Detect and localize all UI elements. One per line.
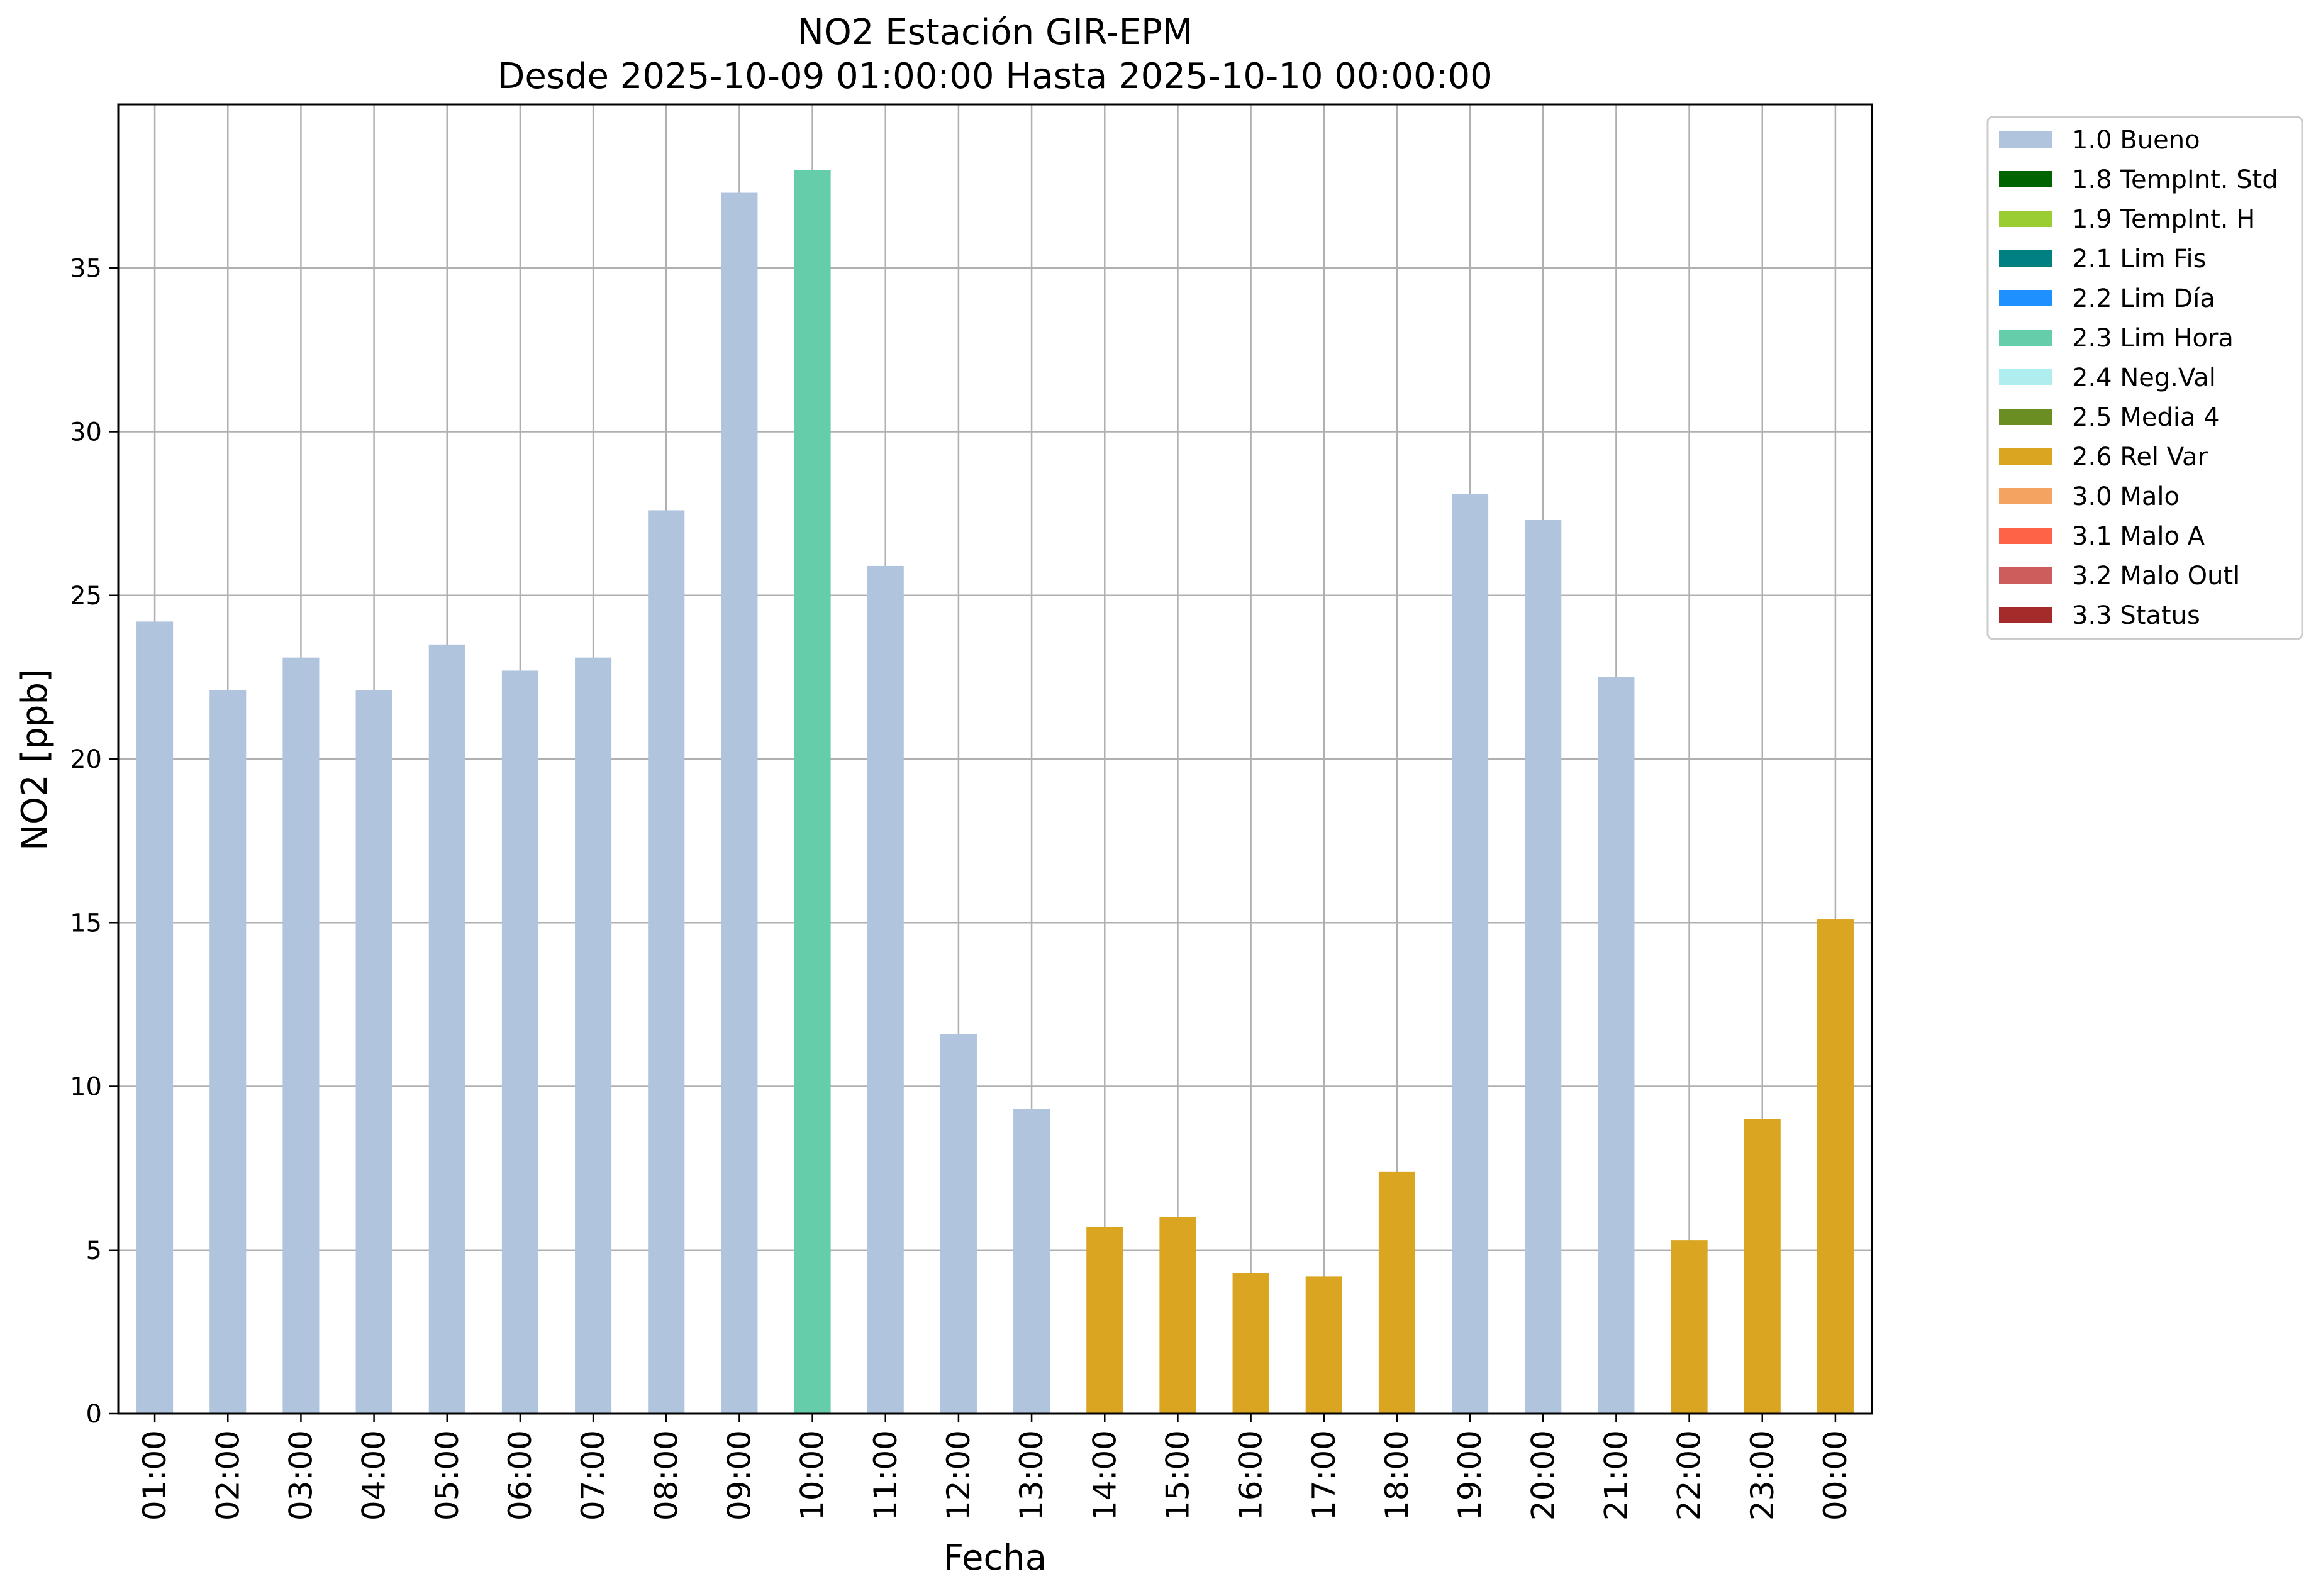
- legend-swatch: [1999, 330, 2052, 346]
- bar-1700: [1305, 1276, 1342, 1414]
- legend-label: 2.1 Lim Fis: [2072, 245, 2206, 274]
- x-axis-ticks: 01:00 02:00 03:00 04:00 05:00 06:00 07:00 08:00…: [136, 1414, 1854, 1521]
- x-tick-label: 04:00: [356, 1430, 392, 1521]
- bar-0800: [648, 510, 685, 1414]
- legend: 1.0 Bueno 1.8 TempInt. Std 1.9 TempInt. H 2…: [1986, 116, 2303, 640]
- legend-swatch: [1999, 250, 2052, 267]
- x-tick-label: 06:00: [502, 1430, 538, 1521]
- legend-swatch: [1999, 211, 2052, 227]
- bar-1600: [1232, 1273, 1269, 1414]
- bar-0500: [428, 644, 465, 1414]
- legend-label: 1.0 Bueno: [2072, 126, 2200, 155]
- legend-label: 3.1 Malo A: [2072, 522, 2205, 551]
- x-axis-label: Fecha: [944, 1538, 1047, 1578]
- bar-1300: [1013, 1109, 1050, 1414]
- x-tick-label: 13:00: [1013, 1430, 1050, 1521]
- legend-swatch: [1999, 409, 2052, 425]
- bar-1200: [940, 1034, 977, 1414]
- x-tick-label: 14:00: [1086, 1430, 1123, 1521]
- x-tick-label: 12:00: [940, 1430, 977, 1521]
- x-tick-label: 10:00: [794, 1430, 831, 1521]
- legend-label: 3.3 Status: [2072, 601, 2200, 630]
- y-axis-label: NO2 [ppb]: [14, 668, 55, 851]
- bar-0200: [209, 690, 247, 1414]
- legend-box: [1986, 116, 2303, 640]
- bar-1100: [867, 565, 904, 1414]
- chart-subtitle: Desde 2025-10-09 01:00:00 Hasta 2025-10-…: [498, 56, 1493, 97]
- legend-label: 1.9 TempInt. H: [2072, 205, 2255, 234]
- y-tick-label: 5: [86, 1236, 102, 1265]
- y-tick-label: 20: [70, 745, 102, 774]
- bar-1900: [1452, 494, 1489, 1414]
- x-tick-label: 15:00: [1159, 1430, 1196, 1521]
- y-tick-label: 15: [70, 909, 102, 938]
- y-tick-label: 35: [70, 254, 102, 283]
- legend-swatch: [1999, 171, 2052, 187]
- legend-swatch: [1999, 290, 2052, 306]
- legend-label: 3.0 Malo: [2072, 482, 2180, 511]
- bar-2200: [1671, 1240, 1708, 1414]
- x-tick-label: 21:00: [1598, 1430, 1634, 1521]
- y-tick-label: 10: [70, 1073, 102, 1102]
- bar-1400: [1086, 1227, 1123, 1414]
- y-axis-ticks: 0 5 10 15 20 25 30 35: [70, 254, 118, 1429]
- x-tick-label: 08:00: [648, 1430, 684, 1521]
- y-tick-label: 0: [86, 1400, 102, 1429]
- bar-0900: [721, 192, 758, 1414]
- x-tick-label: 05:00: [429, 1430, 465, 1521]
- chart-title: NO2 Estación GIR-EPM: [798, 12, 1193, 53]
- x-tick-label: 23:00: [1744, 1430, 1781, 1521]
- legend-label: 2.6 Rel Var: [2072, 443, 2208, 472]
- x-tick-label: 16:00: [1233, 1430, 1269, 1521]
- legend-swatch: [1999, 567, 2052, 584]
- legend-swatch: [1999, 131, 2052, 148]
- bar-1800: [1378, 1171, 1415, 1414]
- bar-0100: [136, 621, 174, 1414]
- y-tick-label: 25: [70, 582, 102, 611]
- bars: [136, 170, 1854, 1414]
- legend-swatch: [1999, 607, 2052, 623]
- legend-label: 3.2 Malo Outl: [2072, 562, 2240, 590]
- y-tick-label: 30: [70, 418, 102, 447]
- bar-0700: [575, 657, 612, 1414]
- x-tick-label: 03:00: [282, 1430, 319, 1521]
- x-tick-label: 07:00: [575, 1430, 611, 1521]
- bar-0000: [1817, 919, 1854, 1414]
- x-tick-label: 01:00: [136, 1430, 173, 1521]
- bar-1500: [1159, 1217, 1196, 1414]
- x-tick-label: 19:00: [1452, 1430, 1488, 1521]
- legend-swatch: [1999, 448, 2052, 465]
- legend-label: 1.8 TempInt. Std: [2072, 165, 2278, 194]
- legend-label: 2.5 Media 4: [2072, 403, 2220, 432]
- bar-0600: [501, 670, 538, 1414]
- legend-label: 2.4 Neg.Val: [2072, 363, 2216, 392]
- x-tick-label: 20:00: [1525, 1430, 1561, 1521]
- legend-label: 2.2 Lim Día: [2072, 284, 2215, 313]
- bar-2300: [1744, 1119, 1781, 1414]
- x-tick-label: 00:00: [1817, 1430, 1854, 1521]
- legend-swatch: [1999, 528, 2052, 544]
- x-tick-label: 18:00: [1379, 1430, 1415, 1521]
- x-tick-label: 17:00: [1306, 1430, 1342, 1521]
- x-tick-label: 02:00: [209, 1430, 246, 1521]
- legend-label: 2.3 Lim Hora: [2072, 324, 2234, 353]
- legend-swatch: [1999, 369, 2052, 385]
- x-tick-label: 11:00: [867, 1430, 904, 1521]
- legend-swatch: [1999, 488, 2052, 504]
- bar-2100: [1598, 677, 1635, 1414]
- x-tick-label: 22:00: [1671, 1430, 1708, 1521]
- bar-1000: [794, 170, 831, 1414]
- bar-0400: [355, 690, 392, 1414]
- bar-2000: [1525, 520, 1562, 1414]
- bar-0300: [282, 657, 320, 1414]
- x-tick-label: 09:00: [721, 1430, 757, 1521]
